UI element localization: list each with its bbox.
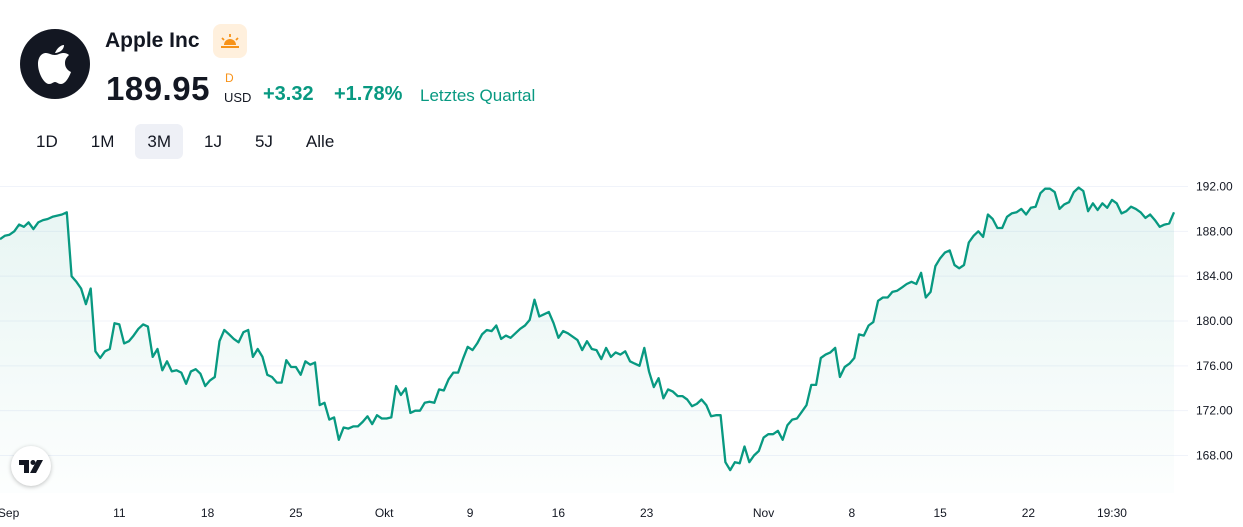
y-tick-label: 188.00 <box>1196 224 1233 238</box>
range-1d-button[interactable]: 1D <box>36 131 58 151</box>
market-flag: D <box>225 71 234 85</box>
symbol-name: Apple Inc <box>105 29 200 52</box>
tradingview-logo-icon[interactable] <box>11 446 51 486</box>
range-selector: 1D 1M 3M 1J 5J Alle <box>24 124 355 159</box>
x-tick-label: 22 <box>1022 506 1036 520</box>
price-change-percent: +1.78% <box>334 83 403 105</box>
sun-icon <box>213 24 247 58</box>
price-line <box>0 186 1176 472</box>
x-tick-label: 25 <box>289 506 303 520</box>
price-change: +3.32 <box>263 83 314 105</box>
x-tick-label: 15 <box>933 506 947 520</box>
range-1m-button[interactable]: 1M <box>90 131 115 151</box>
y-tick-label: 192.00 <box>1196 180 1233 194</box>
y-tick-label: 184.00 <box>1196 269 1233 283</box>
price-area-fill <box>0 187 1174 493</box>
period-label: Letztes Quartal <box>420 86 536 105</box>
y-tick-label: 168.00 <box>1196 449 1233 463</box>
x-tick-label: 23 <box>640 506 654 520</box>
y-tick-label: 180.00 <box>1196 314 1233 328</box>
x-tick-label: Sep <box>0 506 20 520</box>
y-tick-label: 176.00 <box>1196 359 1233 373</box>
x-tick-label: 16 <box>552 506 566 520</box>
x-tick-label: 11 <box>113 506 126 520</box>
apple-logo-icon <box>20 29 90 99</box>
y-tick-label: 172.00 <box>1196 404 1233 418</box>
currency-label: USD <box>224 90 252 105</box>
x-tick-label: 19:30 <box>1097 506 1127 520</box>
x-tick-label: 18 <box>201 506 215 520</box>
x-tick-label: 9 <box>467 506 474 520</box>
x-tick-label: Okt <box>375 506 394 520</box>
range-5j-button[interactable]: 5J <box>254 131 273 151</box>
x-tick-label: 8 <box>849 506 856 520</box>
x-tick-label: Nov <box>753 506 774 520</box>
range-3m-button[interactable]: 3M <box>135 124 183 159</box>
range-all-button[interactable]: Alle <box>305 131 335 151</box>
range-1j-button[interactable]: 1J <box>203 131 222 151</box>
last-price: 189.95 <box>106 70 210 107</box>
